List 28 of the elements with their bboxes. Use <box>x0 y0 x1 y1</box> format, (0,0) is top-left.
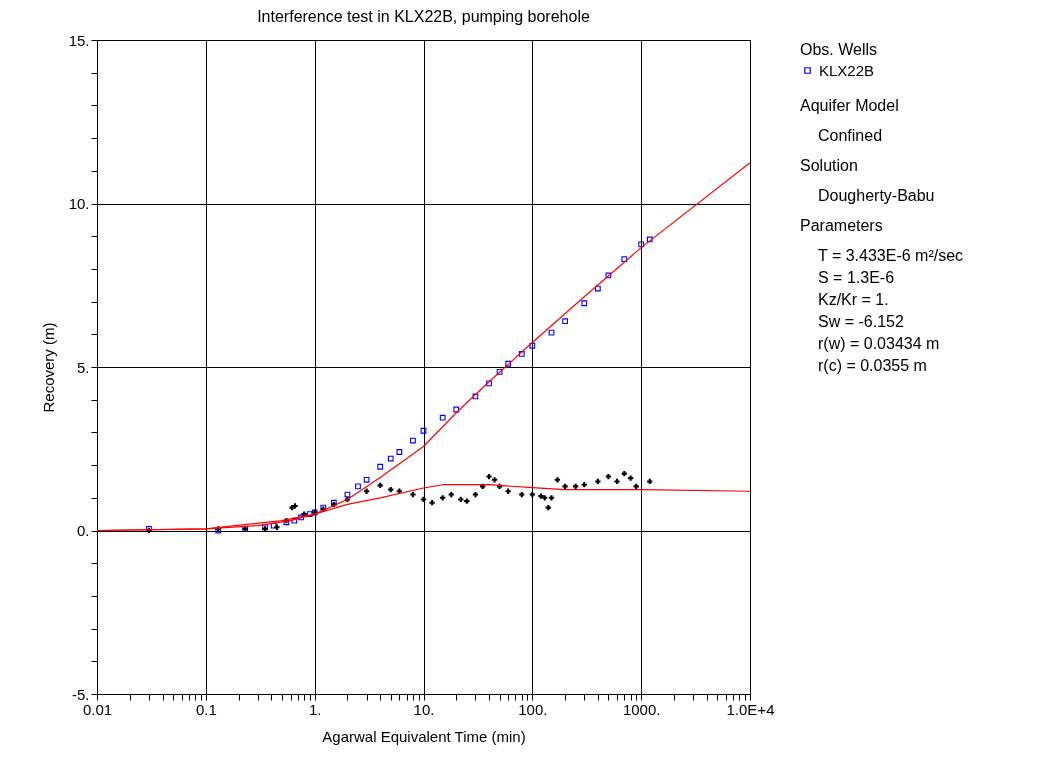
text: S = 1.3E-6 <box>818 269 895 286</box>
y-tick-label: 10. <box>68 195 90 212</box>
y-tick-label: -5. <box>71 685 90 703</box>
x-tick-label: 1.0E+4 <box>726 700 775 718</box>
x-axis-title: Agarwal Equivalent Time (min) <box>322 727 526 745</box>
text: Sw = -6.152 <box>818 313 904 330</box>
text: r(c) = 0.0355 m <box>818 357 927 374</box>
text: Aquifer Model <box>800 97 899 114</box>
text: Kz/Kr = 1. <box>818 291 889 308</box>
text: T = 3.433E-6 m²/sec <box>818 247 964 264</box>
text: Parameters <box>800 217 883 234</box>
y-tick-label: 0. <box>76 522 90 539</box>
text: r(w) = 0.03434 m <box>818 335 940 352</box>
text: Dougherty-Babu <box>818 187 935 204</box>
legend-title: Obs. Wells <box>800 41 878 58</box>
x-tick-label: 100. <box>518 700 548 718</box>
legend-label: KLX22B <box>819 61 875 79</box>
y-tick-label: 15. <box>68 31 90 49</box>
text: Solution <box>800 157 858 174</box>
x-tick-label: 0.1 <box>195 700 217 718</box>
x-tick-label: 10. <box>413 700 435 718</box>
x-tick-label: 1. <box>308 700 322 718</box>
chart-title: Interference test in KLX22B, pumping borehole <box>257 8 590 25</box>
x-tick-label: 1000. <box>622 700 661 718</box>
x-tick-label: 0.01 <box>82 700 113 718</box>
y-axis-title: Recovery (m) <box>39 322 57 413</box>
text: Confined <box>818 127 883 144</box>
y-tick-label: 5. <box>76 358 90 376</box>
